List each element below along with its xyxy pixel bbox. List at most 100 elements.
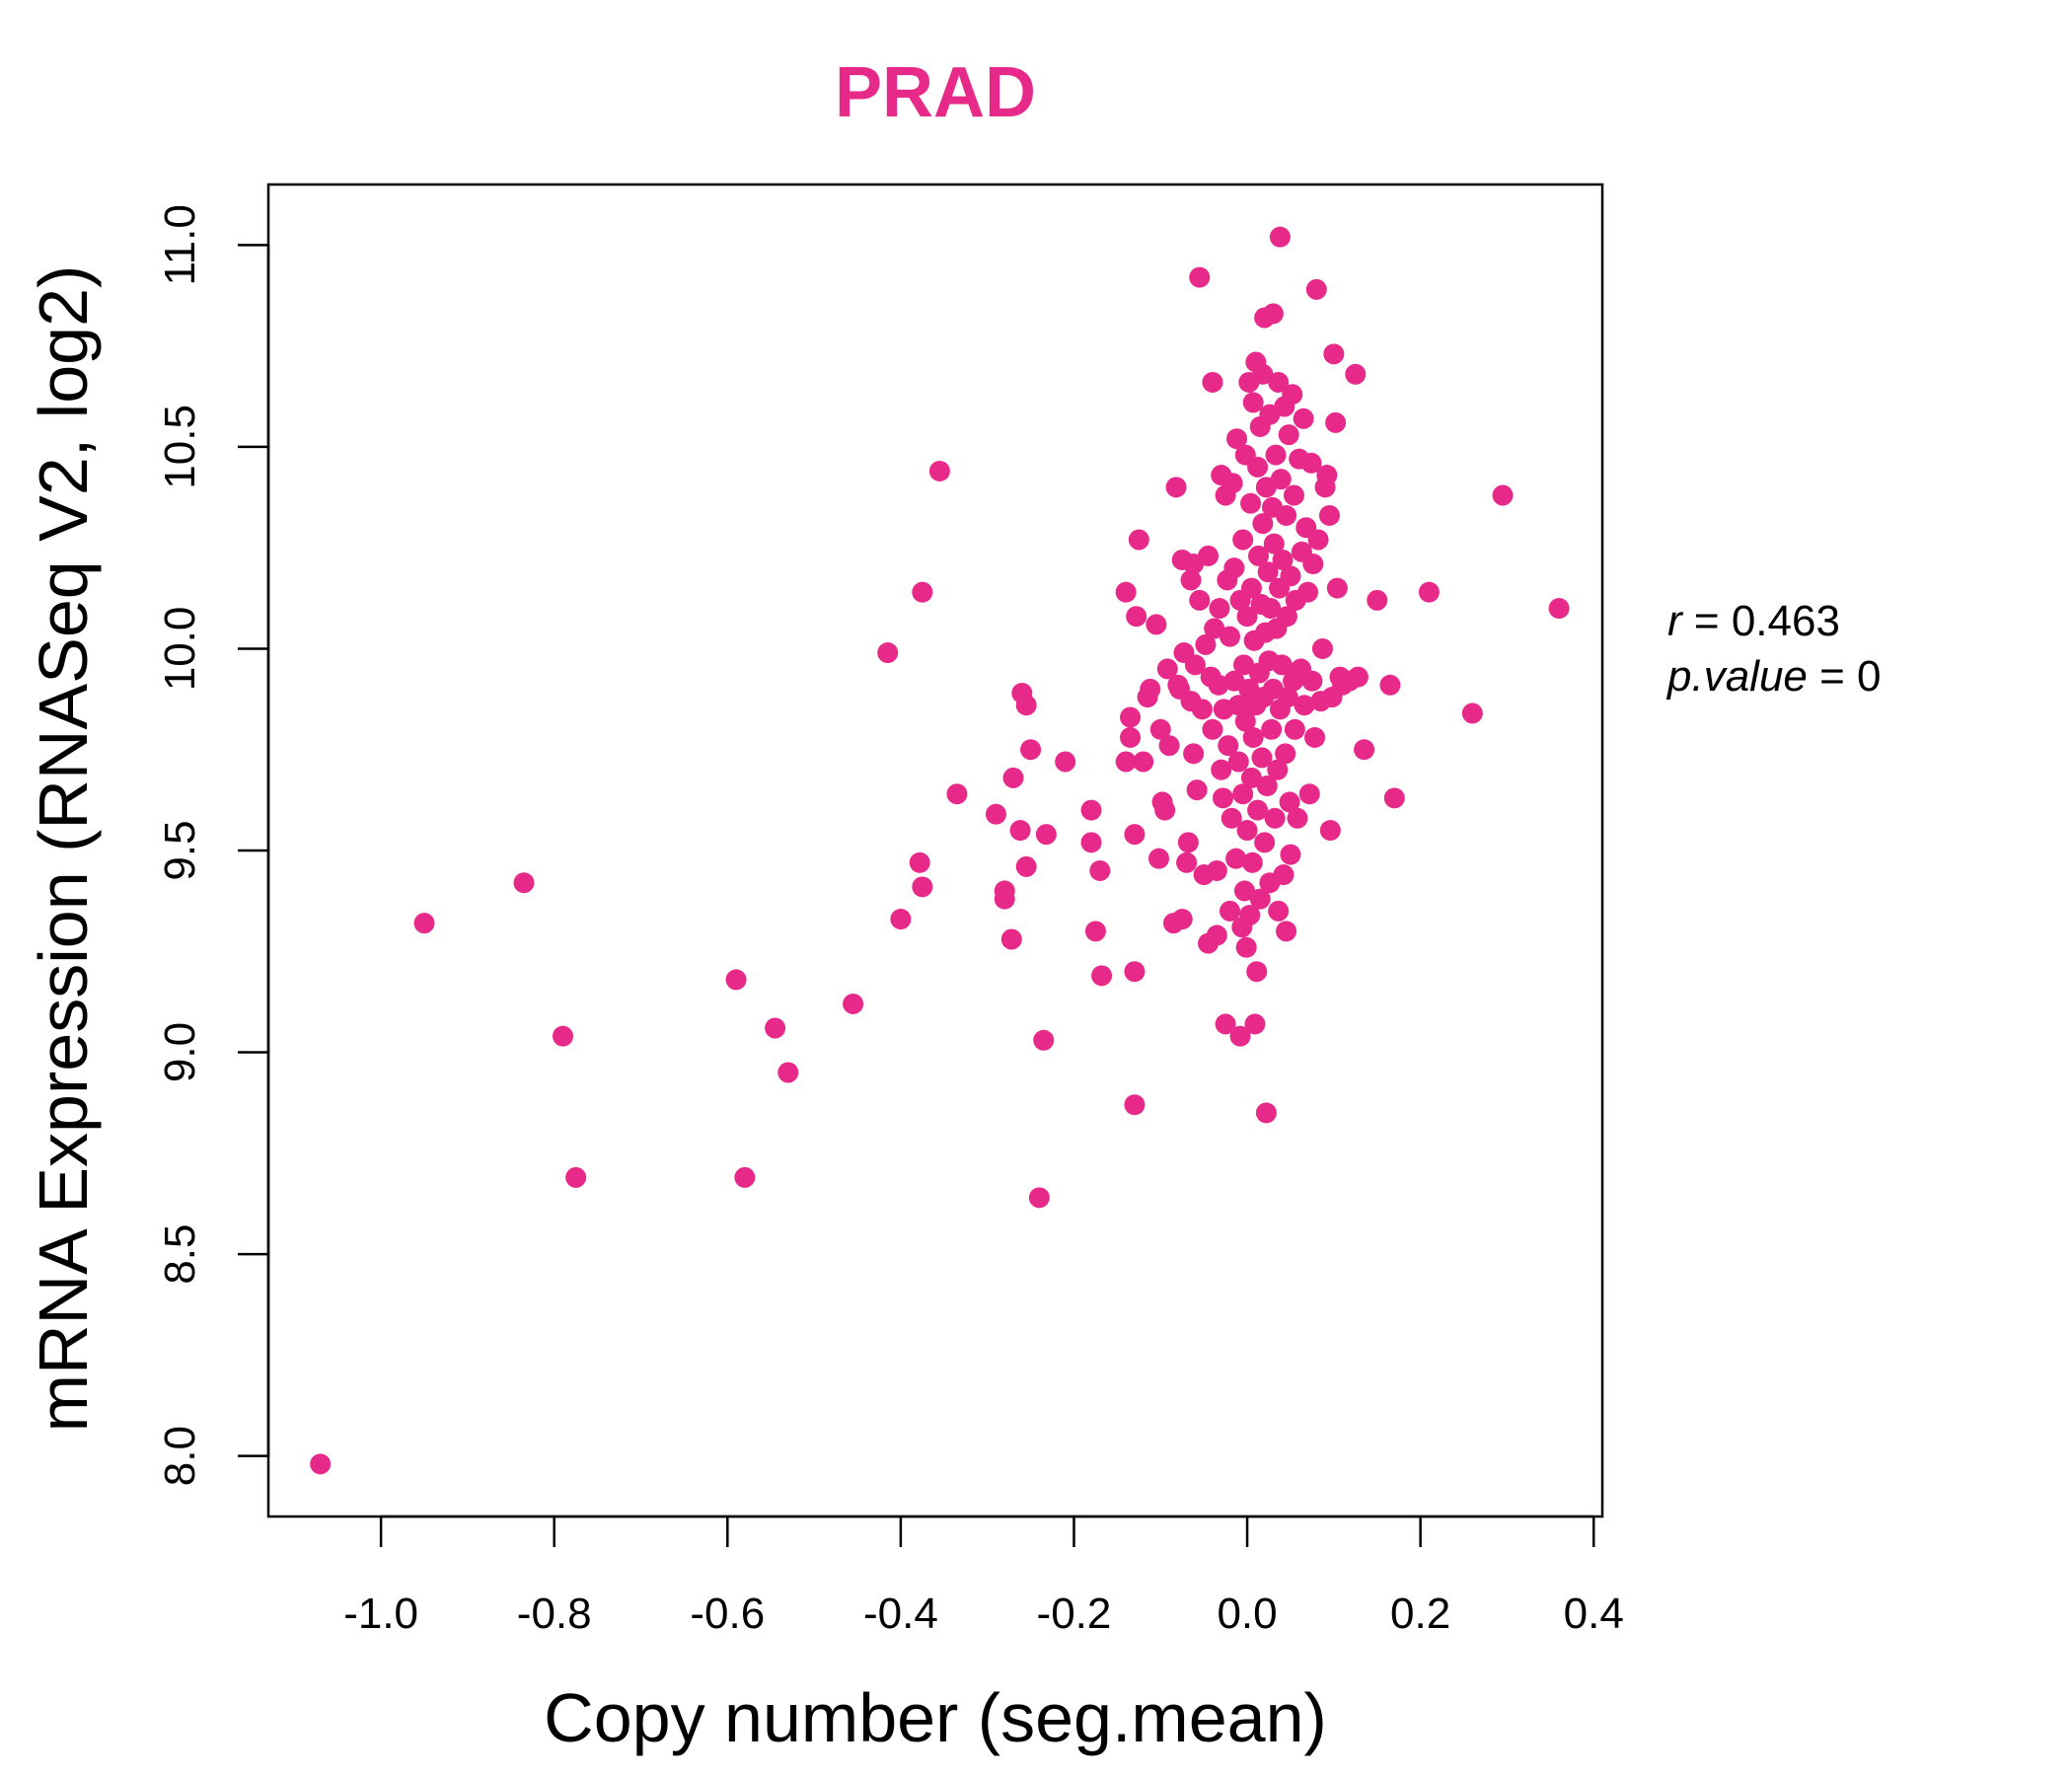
- data-point: [1191, 699, 1213, 720]
- data-point: [1158, 735, 1180, 757]
- y-tick-label: 9.5: [156, 820, 204, 880]
- data-point: [1241, 851, 1263, 873]
- data-point: [1189, 266, 1211, 288]
- data-point: [1461, 703, 1483, 724]
- data-point: [1300, 452, 1322, 474]
- data-point: [1002, 767, 1024, 788]
- data-point: [1275, 743, 1296, 765]
- data-point: [890, 909, 912, 930]
- data-point: [1263, 533, 1285, 555]
- data-point: [1256, 776, 1278, 797]
- data-point: [1149, 718, 1171, 740]
- data-point: [1325, 411, 1347, 433]
- data-point: [1202, 718, 1223, 740]
- data-point: [1198, 545, 1220, 566]
- data-point: [1255, 1102, 1277, 1124]
- data-point: [1271, 654, 1293, 676]
- data-point: [1035, 824, 1057, 846]
- y-tick-label: 9.0: [156, 1022, 204, 1082]
- data-point: [1279, 791, 1300, 813]
- data-point: [1276, 921, 1297, 942]
- data-point: [725, 969, 747, 991]
- x-tick-label: 0.4: [1564, 1590, 1624, 1638]
- data-point: [1282, 384, 1303, 406]
- data-point: [1115, 581, 1137, 603]
- data-point: [1252, 363, 1274, 385]
- plot-frame: [266, 183, 1604, 1518]
- r-value: 0.463: [1732, 597, 1840, 645]
- data-point: [994, 888, 1015, 910]
- data-point: [1276, 504, 1297, 526]
- data-point: [1311, 637, 1333, 659]
- data-point: [1221, 807, 1242, 829]
- data-point: [1226, 428, 1248, 450]
- data-point: [1278, 424, 1299, 446]
- data-point: [552, 1025, 573, 1047]
- data-point: [1089, 859, 1111, 881]
- data-point: [1223, 557, 1245, 579]
- data-point: [1218, 735, 1239, 757]
- data-point: [1367, 589, 1388, 611]
- data-point: [1124, 824, 1146, 846]
- data-point: [1171, 909, 1193, 930]
- data-point: [1240, 492, 1262, 514]
- data-point: [1133, 751, 1154, 773]
- data-point: [985, 803, 1006, 825]
- data-point: [912, 581, 933, 603]
- data-point: [1186, 779, 1208, 801]
- data-point: [1233, 880, 1255, 902]
- data-point: [1305, 278, 1327, 300]
- data-point: [1128, 529, 1149, 551]
- data-point: [1246, 961, 1268, 983]
- data-point: [1354, 739, 1375, 761]
- data-point: [1120, 706, 1142, 728]
- data-point: [1262, 303, 1284, 325]
- data-point: [1247, 545, 1269, 566]
- data-point: [1236, 820, 1258, 842]
- data-point: [1298, 783, 1320, 805]
- data-point: [1202, 371, 1223, 393]
- data-point: [877, 642, 899, 664]
- data-point: [1244, 1013, 1266, 1035]
- x-tick-label: -0.8: [517, 1590, 592, 1638]
- data-point: [1277, 687, 1298, 708]
- data-point: [1146, 614, 1167, 635]
- data-point: [1219, 626, 1240, 647]
- data-point: [1293, 407, 1314, 429]
- data-point: [843, 993, 864, 1014]
- data-point: [1232, 783, 1254, 805]
- data-point: [912, 876, 933, 898]
- data-point: [909, 851, 930, 873]
- data-point: [1176, 851, 1198, 873]
- data-point: [1211, 759, 1232, 780]
- data-point: [1195, 633, 1217, 655]
- data-point: [765, 1017, 786, 1039]
- data-point: [413, 913, 435, 934]
- data-point: [1383, 787, 1405, 809]
- data-point: [1302, 554, 1324, 575]
- data-point: [1204, 618, 1225, 639]
- data-point: [1345, 363, 1367, 385]
- x-axis: -1.0 -0.8 -0.6 -0.4 -0.2 0.0 0.2 0.4: [343, 1515, 1624, 1638]
- data-point: [1318, 504, 1340, 526]
- data-point: [1227, 751, 1249, 773]
- data-point: [1215, 1013, 1236, 1035]
- data-point: [1247, 456, 1269, 478]
- data-point: [1180, 569, 1202, 591]
- data-point: [1124, 1094, 1146, 1116]
- data-point: [734, 1166, 756, 1188]
- chart-title: PRAD: [835, 53, 1036, 132]
- data-point: [1229, 1025, 1251, 1047]
- data-point: [1316, 465, 1338, 486]
- data-point: [1000, 928, 1022, 950]
- data-point: [1265, 444, 1287, 466]
- r-label: r: [1667, 597, 1684, 645]
- data-point: [1236, 606, 1258, 628]
- data-point: [1284, 718, 1305, 740]
- data-point: [1276, 606, 1297, 628]
- p-value: 0: [1857, 652, 1881, 701]
- data-point: [1184, 654, 1206, 676]
- data-point: [1221, 473, 1243, 494]
- data-point: [1189, 589, 1211, 611]
- data-point: [1126, 606, 1147, 628]
